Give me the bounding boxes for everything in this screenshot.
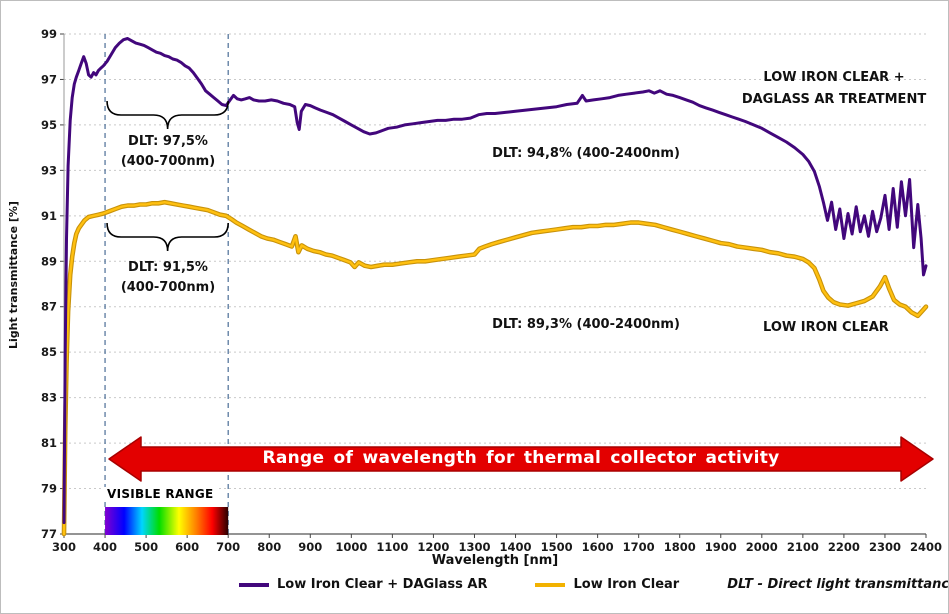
legend-label-ar: Low Iron Clear + DAGlass AR	[277, 577, 488, 592]
x-tick-label: 800	[257, 540, 281, 554]
y-tick-label: 87	[41, 300, 57, 314]
annotation-line: LOW IRON CLEAR +	[763, 70, 905, 85]
legend-swatch-clear	[535, 582, 566, 587]
x-tick-label: 1600	[582, 540, 614, 554]
y-tick-label: 89	[41, 254, 57, 268]
series-line-low-iron-clear-edge	[61, 199, 929, 537]
annotation-line: (400-700nm)	[120, 279, 216, 295]
legend: Low Iron Clear + DAGlass AR Low Iron Cle…	[239, 577, 949, 592]
visible-spectrum-bar	[105, 507, 229, 535]
brace-ar-visible	[106, 100, 229, 130]
annotation-line: (400-700nm)	[120, 153, 216, 169]
annotation-dlt-ar-visible: DLT: 97,5% (400-700nm)	[104, 132, 232, 171]
x-tick-label: 1400	[500, 540, 532, 554]
annotation-dlt-ar-full: DLT: 94,8% (400-2400nm)	[492, 146, 680, 161]
x-tick-label: 1200	[417, 540, 449, 554]
x-tick-label: 1700	[623, 540, 655, 554]
y-tick-label: 99	[41, 27, 57, 41]
legend-item-clear: Low Iron Clear	[535, 577, 679, 592]
x-tick-label: 1800	[664, 540, 696, 554]
y-tick-label: 97	[41, 72, 57, 86]
annotation-line: DAGLASS AR TREATMENT	[741, 92, 927, 108]
annotation-line: DLT: 91,5%	[128, 260, 208, 275]
x-tick-label: 900	[298, 540, 322, 554]
y-tick-label: 83	[41, 391, 57, 405]
series-label-low-iron-clear: LOW IRON CLEAR	[763, 320, 889, 335]
annotation-dlt-clear-visible: DLT: 91,5% (400-700nm)	[104, 258, 232, 297]
x-tick-label: 400	[93, 540, 117, 554]
x-tick-label: 2400	[910, 540, 942, 554]
series-label-ar-treatment: LOW IRON CLEAR + DAGLASS AR TREATMENT	[727, 67, 941, 111]
x-tick-label: 1500	[541, 540, 573, 554]
y-tick-label: 77	[41, 527, 57, 541]
x-tick-label: 1000	[335, 540, 367, 554]
x-axis-title: Wavelength [nm]	[431, 553, 559, 568]
x-tick-label: 300	[52, 540, 76, 554]
thermal-range-arrow-label: Range of wavelength for thermal collecto…	[262, 448, 780, 468]
annotation-line: DLT: 97,5%	[128, 134, 208, 149]
x-tick-label: 1900	[705, 540, 737, 554]
x-tick-label: 2000	[746, 540, 778, 554]
annotation-dlt-clear-full: DLT: 89,3% (400-2400nm)	[492, 317, 680, 332]
series-line-low-iron-clear	[62, 201, 928, 536]
y-axis-title: Light transmittance [%]	[7, 201, 20, 349]
y-tick-label: 95	[41, 118, 57, 132]
x-tick-label: 2200	[828, 540, 860, 554]
y-tick-label: 85	[41, 345, 57, 359]
x-tick-label: 1300	[458, 540, 490, 554]
x-tick-label: 700	[216, 540, 240, 554]
y-tick-label: 81	[41, 436, 57, 450]
legend-item-ar: Low Iron Clear + DAGlass AR	[239, 577, 487, 592]
legend-label-clear: Low Iron Clear	[573, 577, 680, 592]
y-tick-label: 93	[41, 163, 57, 177]
x-tick-label: 600	[175, 540, 199, 554]
legend-swatch-ar	[239, 582, 269, 587]
visible-range-label: VISIBLE RANGE	[104, 487, 217, 501]
x-tick-label: 2300	[869, 540, 901, 554]
thermal-range-arrow	[108, 436, 934, 482]
y-tick-label: 91	[41, 209, 57, 223]
x-tick-label: 500	[134, 540, 158, 554]
y-tick-label: 79	[41, 482, 57, 496]
brace-clear-visible	[106, 222, 229, 252]
legend-note-dlt: DLT - Direct light transmittance	[727, 577, 949, 592]
series-line-daglass-ar	[62, 37, 928, 525]
x-tick-label: 1100	[376, 540, 408, 554]
x-tick-label: 2100	[787, 540, 819, 554]
